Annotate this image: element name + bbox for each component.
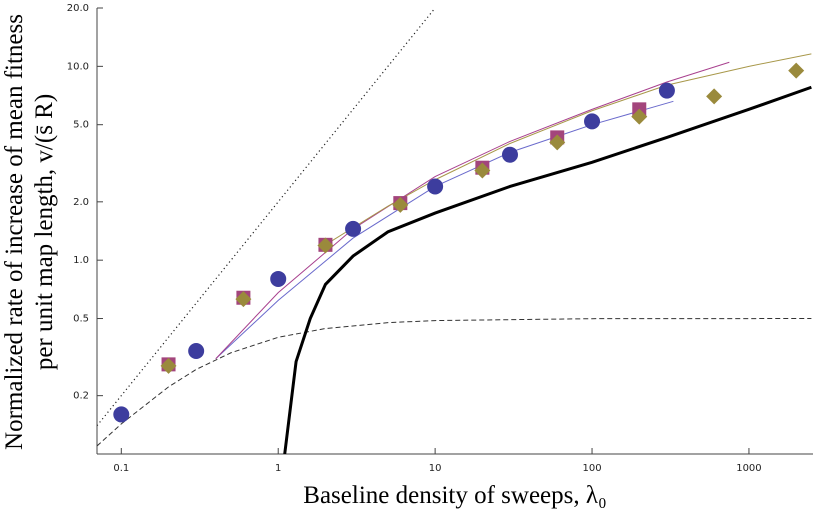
- y-tick-label: 0.2: [73, 391, 89, 402]
- point: [706, 88, 723, 105]
- y-axis-label: Normalized rate of increase of mean fitn…: [1, 14, 28, 450]
- point: [474, 162, 491, 179]
- point: [501, 146, 518, 163]
- point: [658, 82, 675, 99]
- point: [549, 134, 566, 151]
- curve: [283, 85, 812, 454]
- point: [788, 62, 805, 79]
- y-tick-label: 20.0: [67, 3, 89, 14]
- y-tick-label: 5.0: [73, 120, 89, 131]
- x-tick-label: 10: [429, 463, 442, 474]
- y-tick-label: 2.0: [73, 197, 89, 208]
- point: [113, 406, 130, 423]
- x-tick-label: 1: [275, 463, 281, 474]
- point: [188, 342, 205, 359]
- point: [392, 196, 409, 213]
- y-tick-label: 1.0: [73, 255, 89, 266]
- x-axis-label: Baseline density of sweeps, λ₀: [303, 482, 606, 509]
- point: [584, 113, 601, 130]
- plot-area: [97, 8, 812, 454]
- curve: [97, 8, 436, 427]
- point: [270, 270, 287, 287]
- y-axis-label: per unit map length, v/(s̄ R): [31, 94, 58, 370]
- y-tick-label: 0.5: [73, 314, 89, 325]
- x-tick-label: 100: [582, 463, 601, 474]
- x-tick-label: 0.1: [113, 463, 129, 474]
- x-tick-label: 1000: [736, 463, 761, 474]
- point: [345, 220, 362, 237]
- curve: [215, 100, 674, 360]
- curve: [97, 318, 812, 447]
- point: [160, 357, 177, 374]
- point: [427, 178, 444, 195]
- point: [631, 108, 648, 125]
- point: [235, 291, 252, 308]
- point: [317, 237, 334, 254]
- y-tick-label: 10.0: [67, 61, 89, 72]
- curve: [215, 61, 730, 360]
- curve: [325, 53, 812, 246]
